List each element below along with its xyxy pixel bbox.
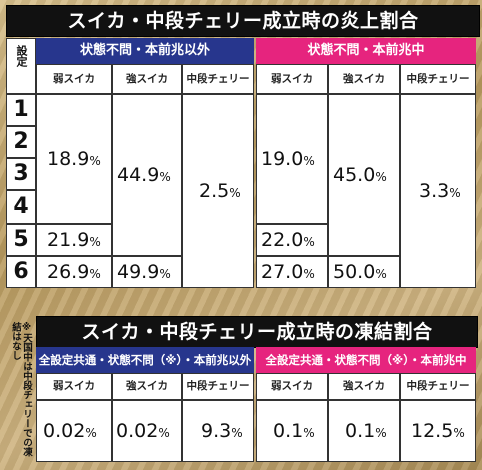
table1-group-left: 状態不問・本前兆以外	[36, 38, 254, 64]
t1-col-weak-left: 弱スイカ	[36, 64, 112, 94]
unit: %	[159, 170, 171, 184]
unit: %	[231, 426, 243, 440]
t2-col-strong-left: 強スイカ	[112, 373, 182, 400]
unit: %	[303, 235, 315, 249]
unit: %	[303, 426, 315, 440]
unit: %	[158, 426, 170, 440]
unit: %	[375, 267, 387, 281]
value: 0.02	[43, 420, 86, 442]
t1-col-cherry-left: 中段チェリー	[182, 64, 254, 94]
t1-col-strong-left: 強スイカ	[112, 64, 182, 94]
t2-left-cherry: 9.3%	[182, 400, 254, 462]
table1-group-right: 状態不問・本前兆中	[256, 38, 476, 64]
t1-right-weak-6: 27.0%	[256, 256, 328, 288]
value: 19.0	[261, 148, 304, 170]
unit: %	[303, 267, 315, 281]
value: 0.1	[345, 420, 376, 442]
value: 2.5	[199, 180, 230, 202]
row-setting-6: 6	[6, 256, 36, 288]
t1-col-strong-right: 強スイカ	[328, 64, 400, 94]
table2-group-left: 全設定共通・状態不問（※）・本前兆以外	[36, 347, 254, 373]
table1-title: スイカ・中段チェリー成立時の炎上割合	[6, 5, 480, 37]
t2-col-weak-right: 弱スイカ	[256, 373, 328, 400]
t1-right-strong-6: 50.0%	[328, 256, 400, 288]
unit: %	[89, 154, 101, 168]
unit: %	[89, 267, 101, 281]
t2-right-cherry: 12.5%	[400, 400, 476, 462]
row-setting-2: 2	[6, 126, 36, 158]
t1-left-strong-1to5: 44.9%	[112, 94, 182, 256]
t2-col-weak-left: 弱スイカ	[36, 373, 112, 400]
t2-col-cherry-left: 中段チェリー	[182, 373, 254, 400]
unit: %	[85, 426, 97, 440]
table2-title: スイカ・中段チェリー成立時の凍結割合	[36, 316, 478, 348]
t1-left-weak-5: 21.9%	[36, 224, 112, 256]
setting-label: 設定	[6, 38, 36, 94]
t2-left-strong: 0.02%	[112, 400, 182, 462]
t1-right-weak-5: 22.0%	[256, 224, 328, 256]
value: 12.5	[411, 420, 454, 442]
value: 27.0	[261, 261, 304, 283]
value: 0.02	[116, 420, 159, 442]
value: 49.9	[117, 261, 160, 283]
t1-left-cherry-all: 2.5%	[182, 94, 254, 288]
t2-col-strong-right: 強スイカ	[328, 373, 400, 400]
unit: %	[375, 426, 387, 440]
row-setting-5: 5	[6, 224, 36, 256]
unit: %	[159, 267, 171, 281]
row-setting-3: 3	[6, 158, 36, 190]
value: 21.9	[47, 229, 90, 251]
unit: %	[303, 154, 315, 168]
t2-col-cherry-right: 中段チェリー	[400, 373, 476, 400]
t1-right-cherry-all: 3.3%	[400, 94, 476, 288]
setting-label-text: 設定	[15, 45, 28, 67]
row-setting-1: 1	[6, 94, 36, 126]
value: 9.3	[201, 420, 232, 442]
unit: %	[375, 170, 387, 184]
value: 22.0	[261, 229, 304, 251]
t1-right-weak-1to4: 19.0%	[256, 94, 328, 224]
value: 50.0	[333, 261, 376, 283]
footnote: ※天国中は中段チェリーでの凍結はなし	[2, 322, 32, 462]
unit: %	[449, 186, 461, 200]
unit: %	[453, 426, 465, 440]
value: 26.9	[47, 261, 90, 283]
unit: %	[229, 186, 241, 200]
value: 3.3	[419, 180, 450, 202]
t2-left-weak: 0.02%	[36, 400, 112, 462]
t1-left-weak-1to4: 18.9%	[36, 94, 112, 224]
row-setting-4: 4	[6, 190, 36, 224]
unit: %	[89, 235, 101, 249]
t1-left-strong-6: 49.9%	[112, 256, 182, 288]
table2-group-right: 全設定共通・状態不問（※）・本前兆中	[256, 347, 476, 373]
t2-right-weak: 0.1%	[256, 400, 328, 462]
value: 44.9	[117, 164, 160, 186]
t1-col-cherry-right: 中段チェリー	[400, 64, 476, 94]
t1-left-weak-6: 26.9%	[36, 256, 112, 288]
t1-col-weak-right: 弱スイカ	[256, 64, 328, 94]
value: 45.0	[333, 164, 376, 186]
value: 18.9	[47, 148, 90, 170]
t2-right-strong: 0.1%	[328, 400, 400, 462]
t1-right-strong-1to5: 45.0%	[328, 94, 400, 256]
value: 0.1	[273, 420, 304, 442]
footnote-text: ※天国中は中段チェリーでの凍結はなし	[10, 322, 32, 457]
